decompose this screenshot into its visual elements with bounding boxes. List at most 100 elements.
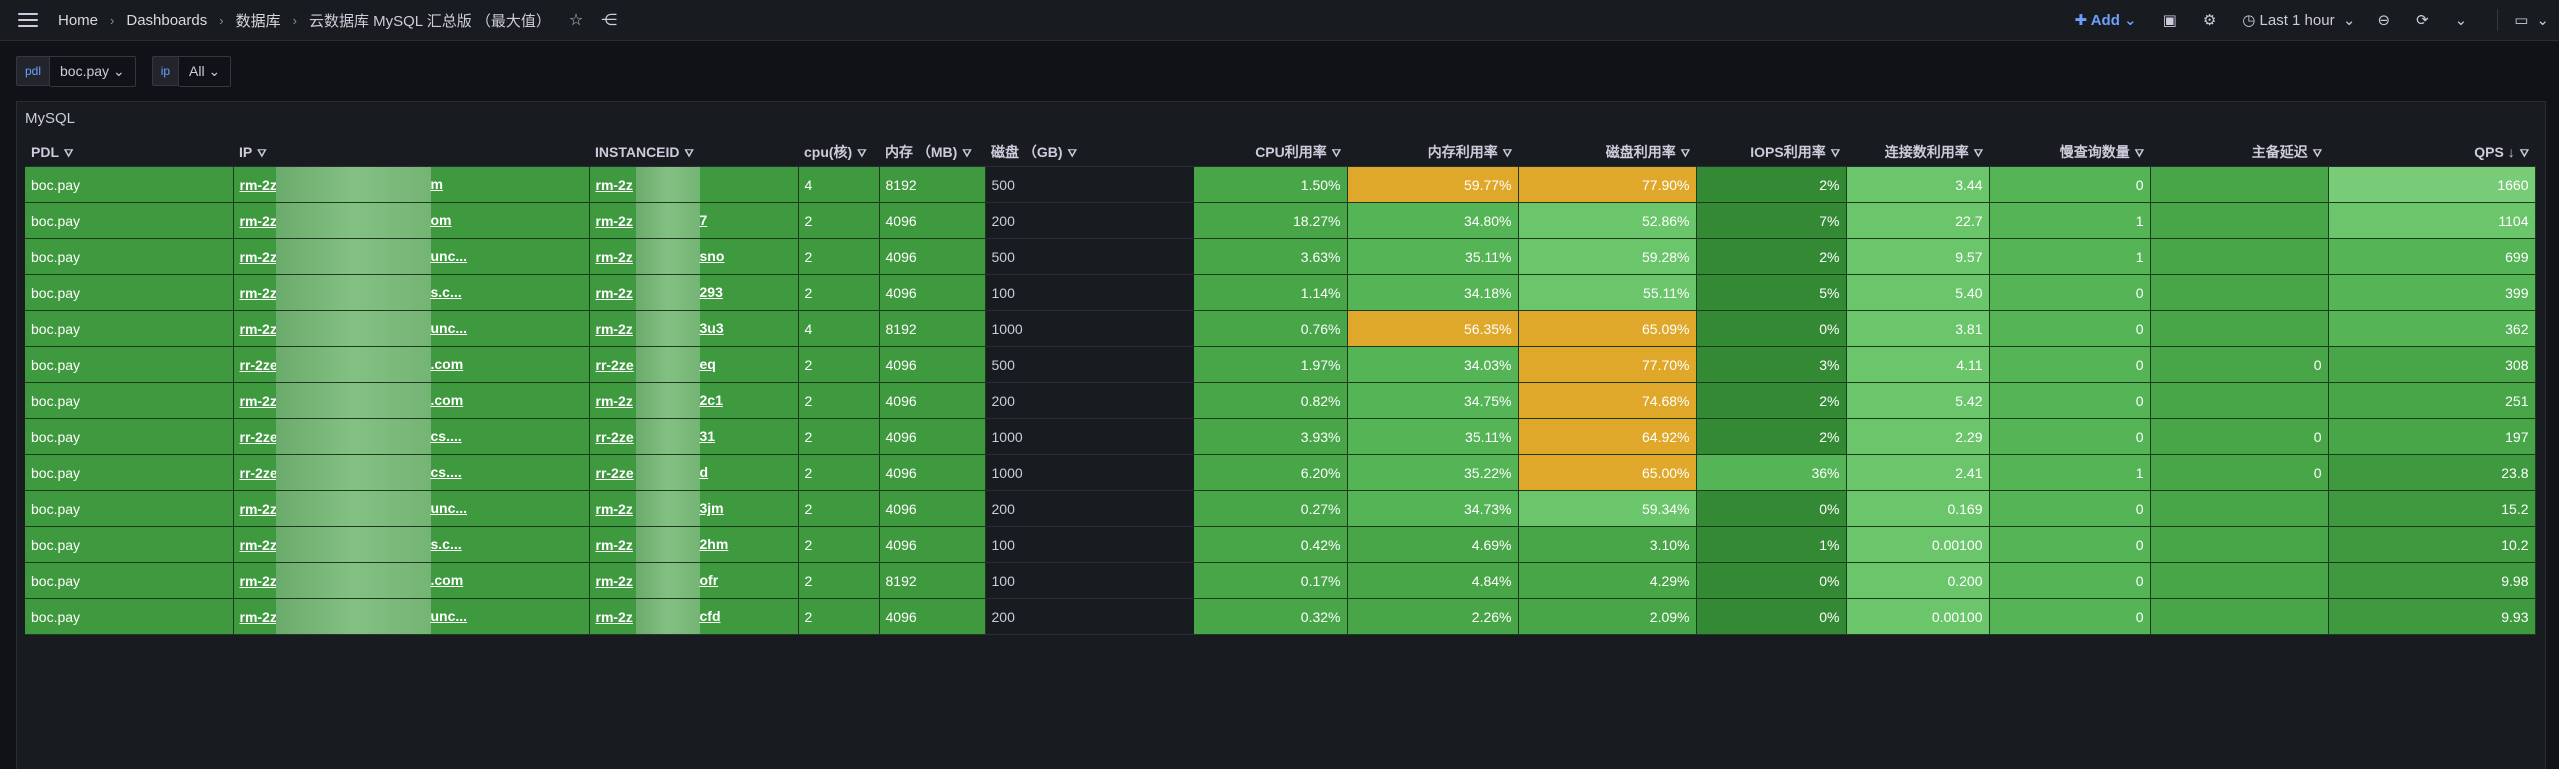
column-header[interactable]: 连接数利用率 ⛛: [1846, 138, 1989, 167]
instance-link[interactable]: rm-2z: [595, 284, 633, 301]
column-header[interactable]: QPS ↓ ⛛: [2328, 138, 2535, 167]
link-tail[interactable]: .com: [430, 572, 464, 588]
variable-select-ip[interactable]: All ⌄: [179, 55, 232, 87]
instance-link[interactable]: rr-2ze: [595, 464, 634, 481]
filter-icon[interactable]: ⛛: [2519, 147, 2529, 160]
cell-ip[interactable]: rm-2z om: [233, 202, 590, 239]
link-tail[interactable]: cs....: [430, 464, 462, 480]
cell-iid[interactable]: rm-2z 7: [589, 202, 799, 239]
link-tail[interactable]: ofr: [699, 572, 719, 588]
ip-link[interactable]: rm-2z: [239, 248, 277, 265]
instance-link[interactable]: rm-2z: [595, 320, 633, 337]
zoom-out-icon[interactable]: ⊖: [2377, 12, 2391, 29]
link-tail[interactable]: sno: [699, 248, 725, 264]
refresh-icon[interactable]: ⟳: [2416, 12, 2429, 29]
share-icon[interactable]: ⋲: [601, 12, 618, 29]
cell-ip[interactable]: rm-2z s.c...: [233, 274, 590, 311]
link-tail[interactable]: unc...: [430, 500, 468, 516]
cell-iid[interactable]: rm-2z cfd: [589, 598, 799, 635]
link-tail[interactable]: m: [430, 176, 443, 192]
cell-ip[interactable]: rm-2z unc...: [233, 310, 590, 347]
column-header[interactable]: CPU利用率 ⛛: [1194, 138, 1347, 167]
filter-icon[interactable]: ⛛: [1830, 148, 1840, 160]
column-header[interactable]: PDL ⛛: [25, 138, 233, 167]
ip-link[interactable]: rm-2z: [239, 284, 277, 301]
breadcrumb-home[interactable]: Home: [58, 11, 99, 29]
instance-link[interactable]: rm-2z: [595, 536, 633, 553]
filter-icon[interactable]: ⛛: [1680, 148, 1690, 160]
filter-icon[interactable]: ⛛: [857, 148, 867, 160]
cell-iid[interactable]: rm-2z 2hm: [589, 526, 799, 563]
instance-link[interactable]: rm-2z: [595, 248, 633, 265]
column-header[interactable]: 磁盘利用率 ⛛: [1518, 138, 1696, 167]
tv-mode-icon[interactable]: ▭: [2514, 12, 2529, 29]
column-header[interactable]: cpu(核) ⛛: [798, 138, 879, 167]
link-tail[interactable]: eq: [699, 356, 716, 372]
cell-iid[interactable]: rm-2z 3u3: [589, 310, 799, 347]
breadcrumb-folder[interactable]: 数据库: [235, 12, 281, 30]
instance-link[interactable]: rr-2ze: [595, 356, 634, 373]
cell-iid[interactable]: rm-2z 2c1: [589, 382, 799, 419]
column-header[interactable]: 内存 （MB) ⛛: [879, 138, 985, 167]
instance-link[interactable]: rm-2z: [595, 608, 633, 625]
instance-link[interactable]: rm-2z: [595, 392, 633, 409]
link-tail[interactable]: 7: [699, 212, 708, 228]
variable-select-pdl[interactable]: boc.pay ⌄: [50, 55, 136, 87]
instance-link[interactable]: rm-2z: [595, 500, 633, 517]
cell-ip[interactable]: rr-2ze cs....: [233, 454, 590, 491]
ip-link[interactable]: rm-2z: [239, 536, 277, 553]
link-tail[interactable]: om: [430, 212, 452, 228]
filter-icon[interactable]: ⛛: [962, 148, 972, 160]
link-tail[interactable]: 2hm: [699, 536, 729, 552]
cell-iid[interactable]: rm-2z sno: [589, 238, 799, 275]
filter-icon[interactable]: ⛛: [2134, 148, 2144, 160]
instance-link[interactable]: rm-2z: [595, 212, 633, 229]
time-picker[interactable]: ◷ Last 1 hour ⌄: [2242, 12, 2356, 29]
gear-icon[interactable]: ⚙: [2202, 12, 2217, 29]
ip-link[interactable]: rm-2z: [239, 392, 277, 409]
cell-ip[interactable]: rm-2z unc...: [233, 490, 590, 527]
cell-ip[interactable]: rm-2z .com: [233, 562, 590, 599]
filter-icon[interactable]: ⛛: [64, 147, 74, 160]
link-tail[interactable]: cs....: [430, 428, 462, 444]
link-tail[interactable]: d: [699, 464, 709, 480]
column-header[interactable]: INSTANCEID ⛛: [589, 138, 798, 167]
sort-desc-icon[interactable]: ↓: [2503, 143, 2515, 160]
filter-icon[interactable]: ⛛: [1331, 148, 1341, 160]
link-tail[interactable]: s.c...: [430, 536, 462, 552]
ip-link[interactable]: rm-2z: [239, 500, 277, 517]
ip-link[interactable]: rm-2z: [239, 176, 277, 193]
link-tail[interactable]: 31: [699, 428, 716, 444]
instance-link[interactable]: rm-2z: [595, 176, 633, 193]
filter-icon[interactable]: ⛛: [1973, 148, 1983, 160]
column-header[interactable]: 主备延迟 ⛛: [2150, 138, 2328, 167]
cell-iid[interactable]: rm-2z 3jm: [589, 490, 799, 527]
column-header[interactable]: IP ⛛: [233, 138, 589, 167]
link-tail[interactable]: 293: [699, 284, 723, 300]
cell-iid[interactable]: rm-2z ofr: [589, 562, 799, 599]
link-tail[interactable]: s.c...: [430, 284, 462, 300]
cell-iid[interactable]: rm-2z 293: [589, 274, 799, 311]
link-tail[interactable]: .com: [430, 356, 464, 372]
instance-link[interactable]: rr-2ze: [595, 428, 634, 445]
ip-link[interactable]: rr-2ze: [239, 428, 278, 445]
filter-icon[interactable]: ⛛: [257, 147, 267, 160]
filter-icon[interactable]: ⛛: [1067, 148, 1077, 160]
filter-icon[interactable]: ⛛: [684, 147, 694, 160]
star-icon[interactable]: ☆: [568, 12, 584, 29]
filter-icon[interactable]: ⛛: [1502, 148, 1512, 160]
cell-ip[interactable]: rm-2z .com: [233, 382, 590, 419]
cell-ip[interactable]: rm-2z s.c...: [233, 526, 590, 563]
ip-link[interactable]: rr-2ze: [239, 356, 278, 373]
cell-ip[interactable]: rm-2z unc...: [233, 598, 590, 635]
ip-link[interactable]: rm-2z: [239, 572, 277, 589]
cell-ip[interactable]: rm-2z m: [233, 166, 590, 203]
link-tail[interactable]: unc...: [430, 248, 468, 264]
cell-iid[interactable]: rr-2ze d: [589, 454, 799, 491]
cell-ip[interactable]: rr-2ze cs....: [233, 418, 590, 455]
link-tail[interactable]: unc...: [430, 608, 468, 624]
column-header[interactable]: 慢查询数量 ⛛: [1989, 138, 2150, 167]
link-tail[interactable]: 2c1: [699, 392, 723, 408]
breadcrumb-dashboards[interactable]: Dashboards: [126, 11, 208, 29]
cell-iid[interactable]: rr-2ze 31: [589, 418, 799, 455]
